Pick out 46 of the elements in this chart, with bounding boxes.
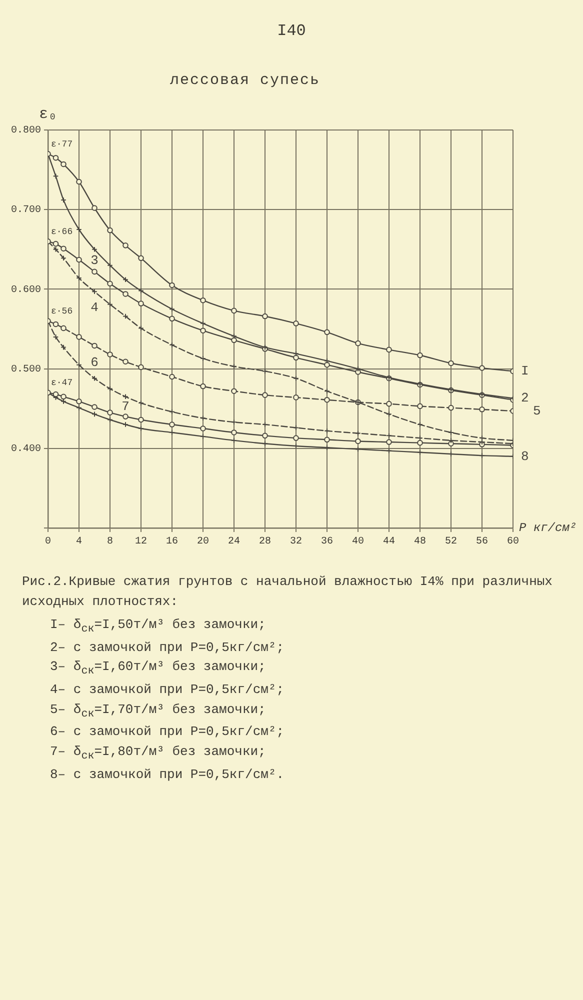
text: I40	[276, 22, 307, 40]
series-label: 6	[90, 354, 98, 370]
x-tick-label: 36	[320, 536, 334, 548]
series-label: 8	[521, 448, 529, 464]
series-label: 4	[90, 300, 99, 316]
chart-title: лессовая супесь	[170, 72, 320, 89]
text: 5– δ$_{ск}$=I,70т/м³ без замочки;	[49, 700, 267, 722]
text: 6– с замочкой при P=0,5кг/см²;	[49, 723, 286, 742]
x-tick-label: 20	[196, 536, 210, 548]
series-label: 3	[90, 253, 98, 268]
y-tick-label: 0.700	[10, 205, 42, 216]
x-tick-label: 52	[444, 536, 458, 548]
x-axis-title: P кг/см²	[519, 521, 577, 536]
text: 3– δ$_{ск}$=I,60т/м³ без замочки;	[49, 658, 267, 680]
series-label: 2	[521, 390, 529, 406]
series-label: 5	[533, 403, 541, 418]
annotation: ε·47	[51, 378, 73, 388]
annotation: ε·66	[51, 226, 73, 237]
x-tick-label: 16	[166, 536, 178, 548]
y-tick-label: 0.600	[10, 284, 42, 296]
text: 8– с замочкой при P=0,5кг/см².	[49, 766, 286, 784]
series-label: I	[521, 364, 529, 379]
annotation: ε·56	[51, 306, 73, 316]
x-tick-label: 0	[44, 536, 52, 548]
y-tick-label: 0.500	[10, 364, 42, 376]
annotation: ε·77	[51, 139, 73, 150]
x-tick-label: 24	[228, 536, 240, 548]
text: 4– с замочкой при P=0,5кг/см²;	[49, 681, 286, 700]
x-tick-label: 32	[290, 536, 302, 548]
x-tick-label: 56	[476, 536, 488, 548]
x-tick-label: 8	[106, 536, 114, 548]
x-tick-label: 44	[382, 536, 396, 548]
series-label: 7	[122, 398, 130, 414]
text: Рис.2.Кривые сжатия грунтов с начальной влажностью I4% при различных исходных плотностях:	[22, 573, 554, 610]
y-tick-label: 0.400	[10, 444, 42, 456]
x-tick-label: 40	[352, 536, 364, 548]
x-tick-label: 12	[134, 536, 148, 548]
text: 2– с замочкой при P=0,5кг/см²;	[49, 638, 286, 657]
x-tick-label: 4	[76, 536, 82, 548]
x-tick-label: 28	[258, 536, 272, 548]
x-tick-label: 60	[506, 536, 520, 548]
text: 7– δ$_{ск}$=I,80т/м³ без замочки;	[49, 742, 267, 765]
y-axis-title: ε₀	[38, 106, 58, 123]
y-tick-label: 0.800	[10, 126, 42, 137]
text: I– δ$_{ск}$=I,50т/м³ без замочки;	[49, 616, 267, 638]
x-tick-label: 48	[414, 536, 426, 548]
